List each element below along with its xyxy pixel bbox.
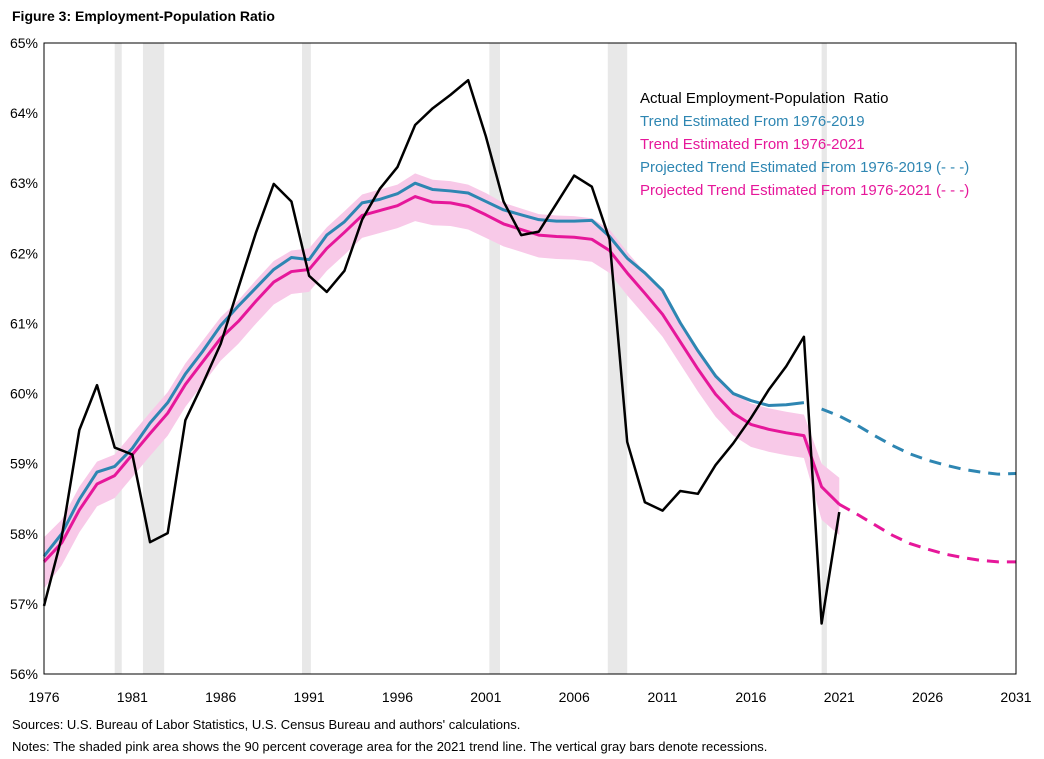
recession-bar-4	[607, 43, 628, 674]
series-line-0	[42, 78, 841, 625]
x-tick-label: 2031	[1000, 689, 1031, 705]
y-tick-label: 62%	[10, 245, 38, 261]
coverage-band	[44, 173, 840, 589]
x-tick-label: 1986	[205, 689, 236, 705]
recession-bar-3	[489, 43, 500, 674]
y-tick-label: 63%	[10, 175, 38, 191]
y-tick-label: 64%	[10, 105, 38, 121]
y-tick-label: 60%	[10, 386, 38, 402]
y-tick-label: 56%	[10, 666, 38, 682]
series-line-2	[42, 195, 841, 563]
x-tick-label: 1981	[117, 689, 148, 705]
series-line-1	[42, 181, 805, 558]
recession-bar-5	[821, 43, 827, 674]
recession-bars	[114, 43, 827, 674]
y-tick-label: 57%	[10, 596, 38, 612]
notes-text: Notes: The shaded pink area shows the 90…	[12, 739, 768, 754]
legend-entry: Projected Trend Estimated From 1976-2019…	[640, 159, 969, 176]
y-tick-label: 61%	[10, 315, 38, 331]
figure-notes: Sources: U.S. Bureau of Labor Statistics…	[12, 714, 767, 758]
x-tick-label: 2016	[735, 689, 766, 705]
recession-bar-2	[302, 43, 311, 674]
plot-area-frame	[43, 42, 1017, 675]
sources-text: Sources: U.S. Bureau of Labor Statistics…	[12, 717, 521, 732]
series-line-3	[821, 407, 1017, 476]
legend-entry: Projected Trend Estimated From 1976-2021…	[640, 182, 969, 199]
y-tick-label: 59%	[10, 456, 38, 472]
y-axis-ticks: 56% 57% 58% 59% 60% 61% 62% 63% 64% 65%	[10, 35, 38, 682]
x-tick-label: 2006	[559, 689, 590, 705]
x-tick-label: 2021	[824, 689, 855, 705]
x-tick-label: 1996	[382, 689, 413, 705]
x-tick-label: 1991	[294, 689, 325, 705]
coverage-band-area	[44, 173, 840, 589]
x-tick-label: 2011	[647, 689, 677, 705]
figure-title: Figure 3: Employment-Population Ratio	[12, 8, 275, 24]
y-tick-label: 58%	[10, 526, 38, 542]
x-tick-label: 1976	[28, 689, 59, 705]
y-tick-label: 65%	[10, 35, 38, 51]
legend-entry: Trend Estimated From 1976-2021	[640, 136, 865, 153]
recession-bar-0	[114, 43, 122, 674]
series-lines	[42, 78, 1017, 625]
legend: Actual Employment-Population Ratio Trend …	[640, 90, 969, 199]
x-axis-ticks: 1976 1981 1986 1991 1996 2001 2006 2011 2016 2021…	[28, 689, 1031, 705]
recession-bar-1	[142, 43, 165, 674]
x-tick-label: 2026	[912, 689, 943, 705]
x-tick-label: 2001	[470, 689, 501, 705]
legend-entry: Actual Employment-Population Ratio	[640, 90, 888, 107]
series-line-4	[838, 503, 1016, 564]
legend-entry: Trend Estimated From 1976-2019	[640, 113, 865, 130]
